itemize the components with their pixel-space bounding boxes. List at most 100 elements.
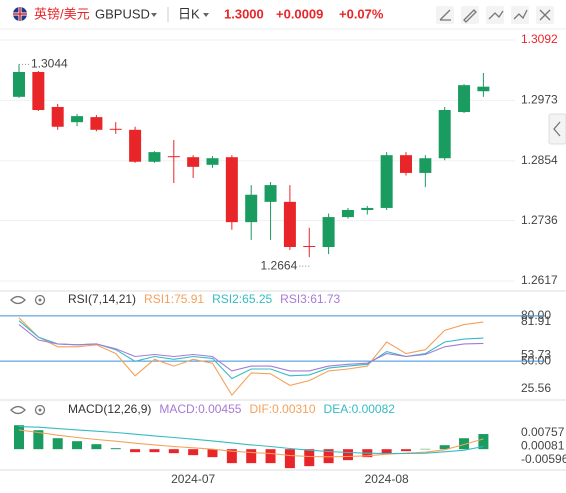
- legend-separator: :: [348, 402, 351, 416]
- legend-separator: :: [307, 292, 310, 306]
- legend: MACD(12,26,9) MACD:0.00455 DIF:0.00310 DEA:…: [68, 402, 395, 416]
- legend-value: 61.73: [310, 292, 340, 306]
- y-tick-label: 1.3092: [521, 32, 558, 46]
- macd-bar: [33, 430, 44, 450]
- high-annotation: 1.3044: [31, 57, 68, 71]
- macd-bar: [14, 425, 24, 450]
- panel-title: RSI(7,14,21): [68, 292, 136, 306]
- macd-line: [18, 429, 484, 458]
- legend-name: MACD: [159, 402, 195, 416]
- candle-body: [245, 194, 258, 223]
- y-tick-label: -0.00596: [521, 452, 566, 466]
- toolbar: [436, 6, 554, 24]
- y-tick-label: 1.2617: [521, 273, 558, 287]
- macd-bar: [188, 449, 199, 456]
- legend-name: RSI1: [144, 292, 171, 306]
- y-tick-label: 0.00081: [521, 439, 565, 453]
- macd-bar: [420, 448, 431, 450]
- candle-body: [167, 156, 180, 158]
- instrument-symbol[interactable]: GBPUSD: [95, 6, 150, 21]
- y-tick-label: 50.00: [521, 353, 551, 367]
- low-annotation: 1.2664: [261, 258, 298, 272]
- legend-name: RSI2: [212, 292, 239, 306]
- rsi-header-icons: [10, 294, 46, 306]
- tool-button[interactable]: [461, 6, 479, 24]
- instrument-name[interactable]: 英镑/美元: [34, 6, 90, 21]
- y-tick-label: 25.56: [521, 381, 551, 395]
- legend-separator: :: [269, 402, 272, 416]
- settings-icon[interactable]: [34, 294, 46, 306]
- plot-layer: 1.3092 1.2973 1.2854 1.2736 1.2617 1.3044 1.26…: [0, 32, 566, 486]
- settings-icon-dot: [38, 408, 42, 412]
- rsi-line: [18, 320, 484, 380]
- macd-bar: [323, 449, 334, 464]
- candle-body: [458, 85, 471, 113]
- header: 英镑/美元 GBPUSD 日K 1.3000 +0.0009 +0.07%: [13, 6, 554, 24]
- price: 1.3000: [224, 6, 264, 21]
- y-tick-label: 1.2854: [521, 153, 558, 167]
- macd-bar: [226, 449, 237, 464]
- rsi-line: [18, 324, 484, 372]
- tool-button[interactable]: [486, 6, 504, 24]
- candle-body: [13, 71, 25, 97]
- legend-name: DEA: [324, 402, 349, 416]
- macd-bar: [207, 449, 218, 458]
- tool-icon: [463, 9, 477, 23]
- candle-body: [187, 157, 200, 167]
- dropdown-arrow[interactable]: [203, 13, 209, 17]
- flag-icon: [13, 7, 27, 21]
- macd-bar: [246, 449, 257, 464]
- visibility-icon[interactable]: [10, 295, 26, 305]
- period[interactable]: 日K: [178, 6, 200, 21]
- macd-bar: [342, 449, 353, 461]
- y-tick-label: 1.2973: [521, 93, 558, 107]
- candle-body: [71, 116, 84, 123]
- legend-value: 0.00310: [272, 402, 316, 416]
- candle-body: [477, 86, 490, 92]
- macd-bar: [478, 434, 489, 450]
- candle-body: [400, 155, 412, 173]
- candle-body: [148, 152, 161, 162]
- macd-bar: [72, 441, 83, 450]
- candle-body: [419, 158, 432, 173]
- settings-icon[interactable]: [34, 404, 46, 416]
- candle-body: [341, 209, 354, 218]
- candle-body: [90, 117, 103, 130]
- collapse-icon: [553, 121, 561, 137]
- macd-bar: [149, 449, 160, 453]
- legend-separator: :: [171, 292, 174, 306]
- x-tick-label: 2024-07: [171, 472, 215, 486]
- macd-bar: [91, 444, 102, 450]
- macd-bar: [130, 449, 141, 453]
- candle-body: [206, 158, 219, 165]
- legend-name: DIF: [249, 402, 268, 416]
- y-tick-label: 1.2736: [521, 213, 558, 227]
- candle-body: [51, 106, 64, 127]
- candle-body: [438, 110, 451, 159]
- candle-body: [109, 128, 122, 130]
- candle-body: [322, 217, 335, 248]
- settings-icon-dot: [38, 298, 42, 302]
- y-tick-label: 53.73: [521, 348, 551, 362]
- candle-body: [264, 185, 277, 202]
- close-icon: [539, 9, 551, 21]
- y-tick-label: 80.00: [521, 308, 551, 322]
- tool-icon: [488, 10, 504, 20]
- collapse-button[interactable]: [548, 113, 566, 145]
- tool-icon: [439, 9, 451, 21]
- macd-bar: [459, 438, 470, 450]
- legend-value: 0.00455: [198, 402, 242, 416]
- macd-bar: [265, 449, 276, 464]
- y-tick-label: 0.00757: [521, 425, 565, 439]
- dropdown-arrow[interactable]: [151, 13, 157, 17]
- x-tick-label: 2024-08: [365, 472, 409, 486]
- macd-bar: [52, 438, 63, 450]
- visibility-icon[interactable]: [10, 405, 26, 415]
- change: +0.0009: [276, 6, 323, 21]
- change-percent: +0.07%: [339, 6, 384, 21]
- candle-body: [283, 201, 296, 248]
- panel-title: MACD(12,26,9): [68, 402, 151, 416]
- macd-bar: [381, 449, 392, 454]
- candle-body: [380, 155, 393, 208]
